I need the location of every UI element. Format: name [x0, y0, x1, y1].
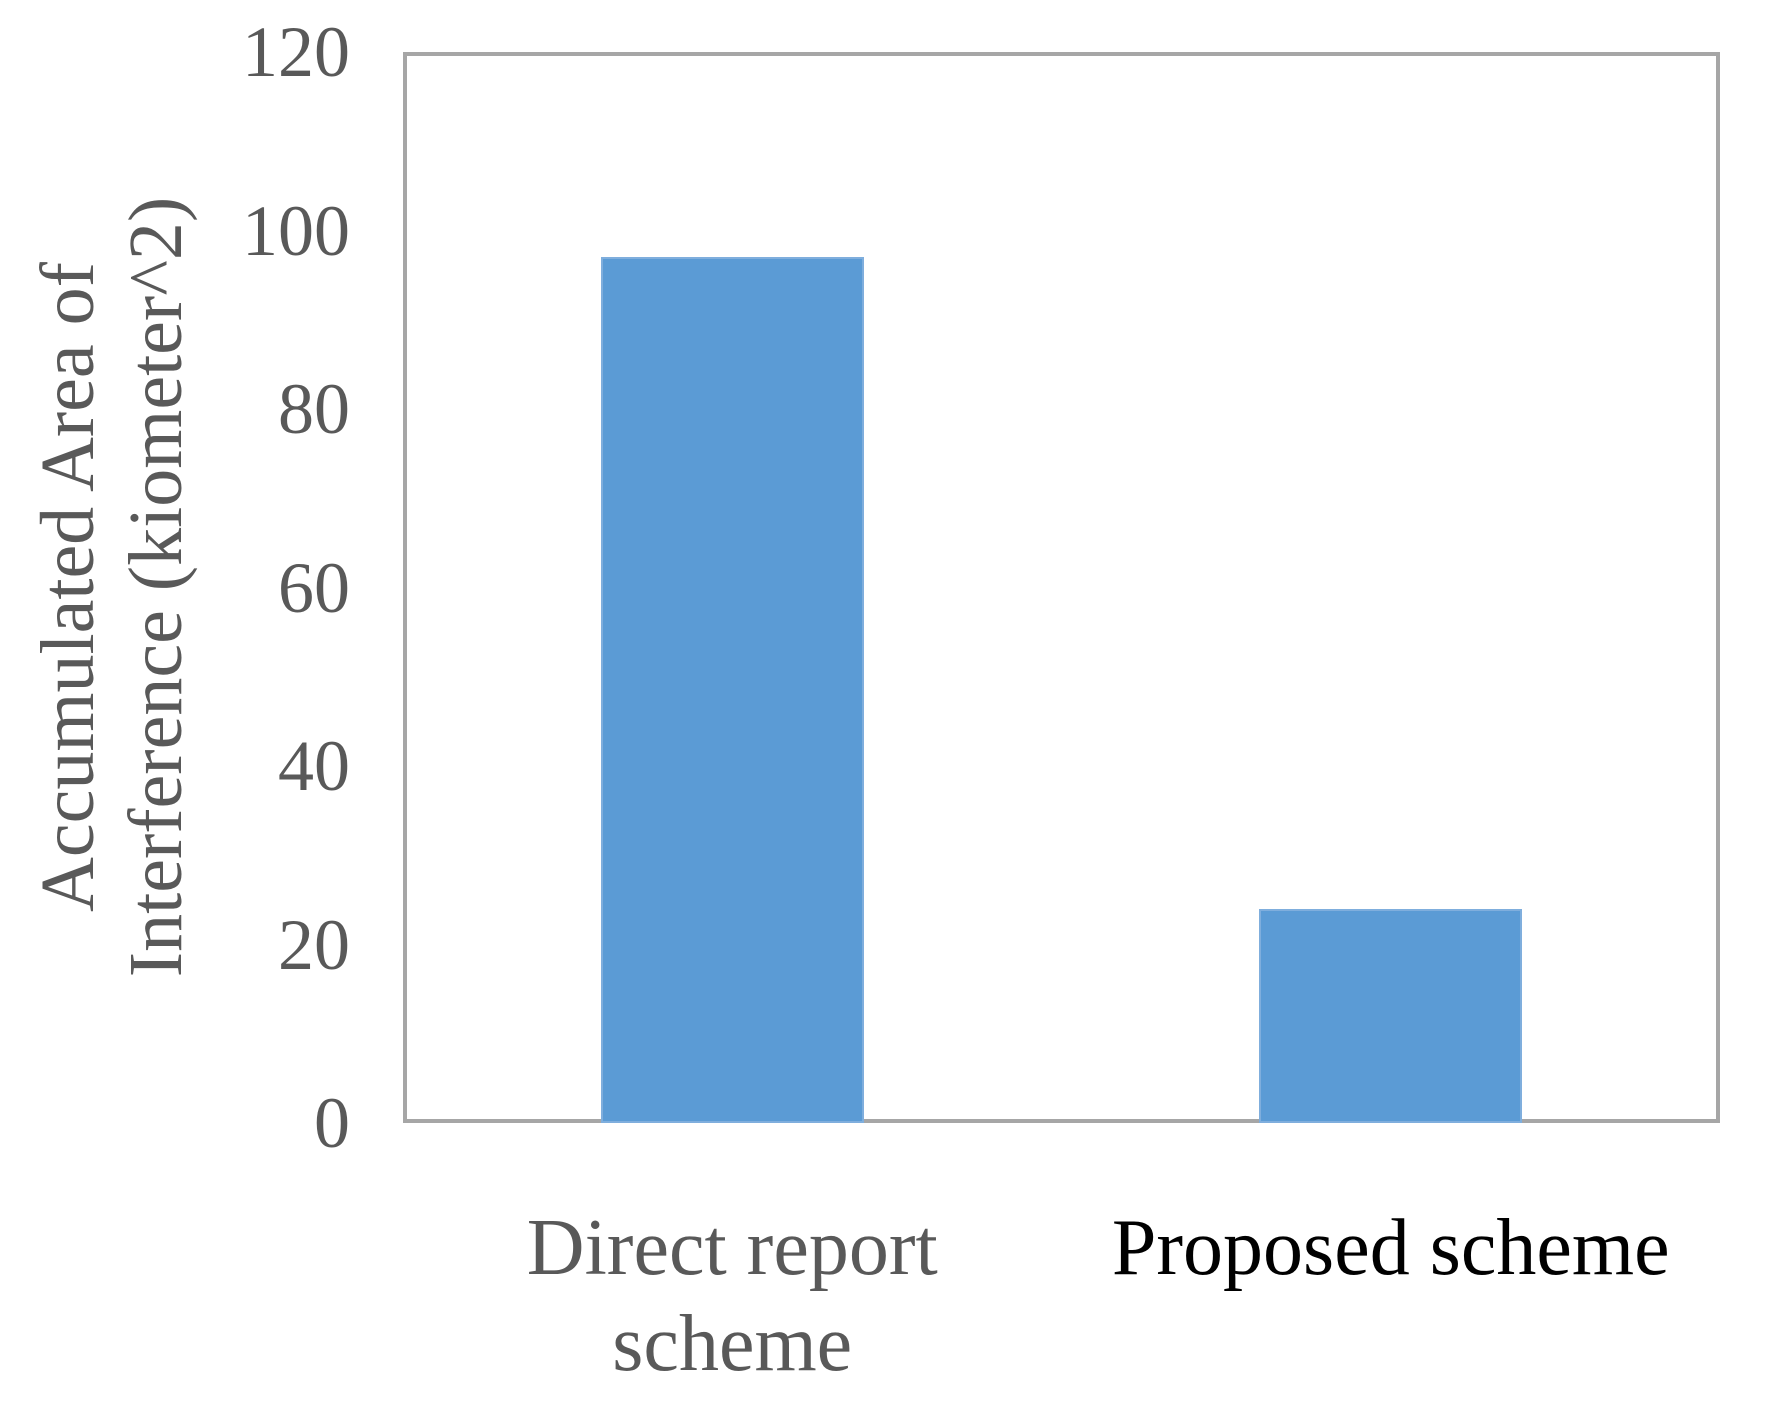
y-tick-label-120: 120 — [242, 12, 350, 92]
bar-direct-report-scheme — [601, 257, 864, 1123]
y-tick-label-60: 60 — [278, 547, 350, 628]
y-tick-label-20: 20 — [278, 904, 350, 985]
y-tick-label-80: 80 — [278, 369, 350, 449]
bar-proposed-scheme — [1259, 909, 1522, 1123]
category-label-direct-report-scheme: Direct report scheme — [526, 1204, 938, 1388]
y-tick-label-100: 100 — [242, 190, 350, 271]
y-tick-label-0: 0 — [314, 1083, 350, 1163]
category-label-proposed-scheme: Proposed scheme — [1111, 1204, 1670, 1292]
y-tick-label-40: 40 — [278, 726, 350, 806]
